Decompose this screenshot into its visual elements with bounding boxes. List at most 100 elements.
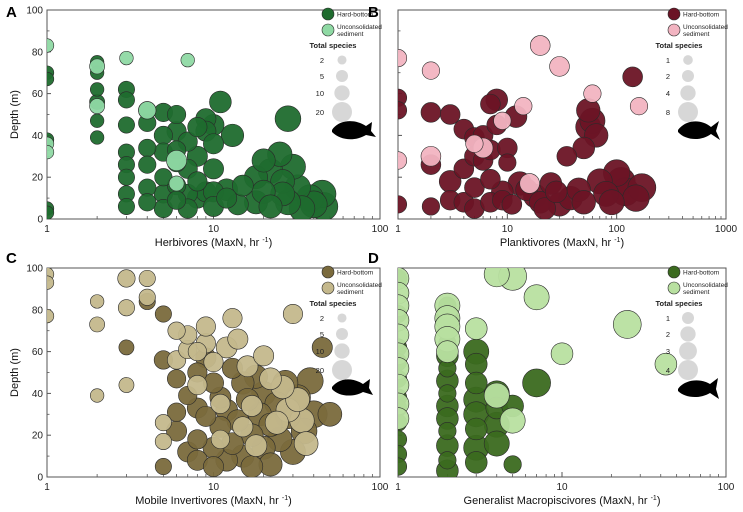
x-axis-label-close: ) <box>657 495 661 507</box>
legend-size-label: 2 <box>666 72 670 81</box>
sediment-point <box>89 316 105 333</box>
hard-bottom-point <box>216 187 238 209</box>
legend-size-label: 10 <box>316 89 324 98</box>
hard-bottom-point <box>231 174 254 197</box>
x-axis-label-text: Planktivores (MaxN, hr <box>500 237 614 249</box>
legend-size-circle <box>679 342 697 360</box>
hard-bottom-point <box>90 113 105 128</box>
x-axis-label-close: ) <box>288 495 292 507</box>
sediment-point <box>180 53 195 68</box>
x-tick-label: 1 <box>44 224 50 235</box>
hard-bottom-point <box>438 421 457 441</box>
sediment-point <box>47 38 55 53</box>
hard-bottom-point <box>138 155 157 174</box>
panel-letter: C <box>6 250 17 267</box>
sediment-point <box>465 317 488 340</box>
sediment-point <box>195 316 216 337</box>
legend-size-label: 5 <box>320 330 324 339</box>
hard-bottom-point <box>576 98 601 123</box>
hard-bottom-point <box>117 197 135 215</box>
legend-size-circle <box>682 312 694 324</box>
hard-bottom-point <box>311 336 333 358</box>
hard-bottom-point <box>167 369 187 389</box>
hard-bottom-point <box>598 189 625 216</box>
sediment-point <box>629 97 649 116</box>
y-tick-label: 40 <box>32 131 44 142</box>
legend-hard-label: Hard-bottom <box>683 12 719 19</box>
sediment-point <box>398 407 410 430</box>
sediment-point <box>138 269 156 287</box>
sediment-point <box>549 56 570 77</box>
y-tick-label: 40 <box>32 389 44 400</box>
legend-hard-label: Hard-bottom <box>337 270 373 277</box>
sediment-point <box>203 352 224 373</box>
legend-size-label: 2 <box>666 330 670 339</box>
legend-sediment-label: Unconsolidated <box>683 24 728 31</box>
sediment-point <box>90 388 105 403</box>
legend-size-title: Total species <box>310 41 357 50</box>
sediment-point <box>420 146 442 167</box>
hard-bottom-point <box>464 177 485 198</box>
hard-bottom-point <box>209 90 232 114</box>
sediment-point <box>398 357 410 380</box>
legend-hard-swatch <box>667 7 681 21</box>
x-axis-label-exponent: -1 <box>262 237 268 244</box>
legend-sediment-label-line2: sediment <box>337 289 364 296</box>
herbivore-fish-icon <box>332 121 376 140</box>
legend-sediment-swatch <box>321 23 335 37</box>
x-axis-label-text: Mobile Invertivores (MaxN, hr <box>135 495 282 507</box>
panel-b: B 1 10 100 1000 Planktivores (MaxN, hr -1) Har… <box>368 4 738 249</box>
sediment-point <box>118 377 135 393</box>
x-axis-label-exponent: -1 <box>282 495 288 502</box>
hard-bottom-point <box>480 169 501 190</box>
x-axis-label-exponent: -1 <box>651 495 657 502</box>
hard-bottom-point <box>117 91 135 109</box>
hard-bottom-point <box>465 451 488 474</box>
panel-c: C 1 10 100 0 20 40 60 80 100 Mobile Invertivores (… <box>6 250 389 507</box>
hard-bottom-point <box>572 136 595 160</box>
hard-bottom-point <box>138 193 157 212</box>
legend-size-label: 4 <box>666 366 670 375</box>
hard-bottom-point <box>220 123 245 147</box>
hard-bottom-point <box>438 451 457 470</box>
sediment-point <box>47 145 55 160</box>
data-points <box>398 35 657 219</box>
legend-hard-swatch <box>667 265 681 279</box>
y-tick-label: 0 <box>37 215 43 226</box>
planktivore-fish-icon <box>678 121 720 140</box>
sediment-point <box>236 355 259 378</box>
data-points <box>47 38 339 219</box>
legend-size-label: 20 <box>316 366 324 375</box>
hard-bottom-point <box>465 417 488 441</box>
legend-size-circle <box>680 326 696 342</box>
hard-bottom-point <box>154 458 172 476</box>
sediment-point <box>493 111 512 130</box>
y-axis-label: Depth (m) <box>9 90 21 139</box>
hard-bottom-point <box>167 104 187 125</box>
sediment-point <box>119 50 134 66</box>
sediment-point <box>519 173 540 194</box>
hard-bottom-point <box>533 197 556 219</box>
y-tick-label: 100 <box>26 6 43 17</box>
sediment-point <box>523 284 550 311</box>
x-tick-label: 10 <box>208 482 220 493</box>
y-tick-label: 60 <box>32 347 44 358</box>
sediment-point <box>398 49 408 68</box>
hard-bottom-point <box>498 153 517 172</box>
sediment-point <box>398 323 410 347</box>
legend-size-circle <box>337 55 347 65</box>
sediment-point <box>499 407 526 434</box>
sediment-point <box>530 35 551 56</box>
y-tick-label: 80 <box>32 47 44 58</box>
legend-size-circle <box>332 360 352 380</box>
sediment-point <box>117 269 136 288</box>
hard-bottom-point <box>571 190 596 215</box>
hard-bottom-point <box>420 102 442 123</box>
legend-size-label: 3 <box>666 347 670 356</box>
legend-sediment-label: Unconsolidated <box>337 282 382 289</box>
sediment-point <box>89 58 105 75</box>
sediment-point <box>612 310 642 339</box>
x-axis-label-text: Generalist Macropiscivores (MaxN, hr <box>464 495 651 507</box>
sediment-point <box>583 84 602 103</box>
